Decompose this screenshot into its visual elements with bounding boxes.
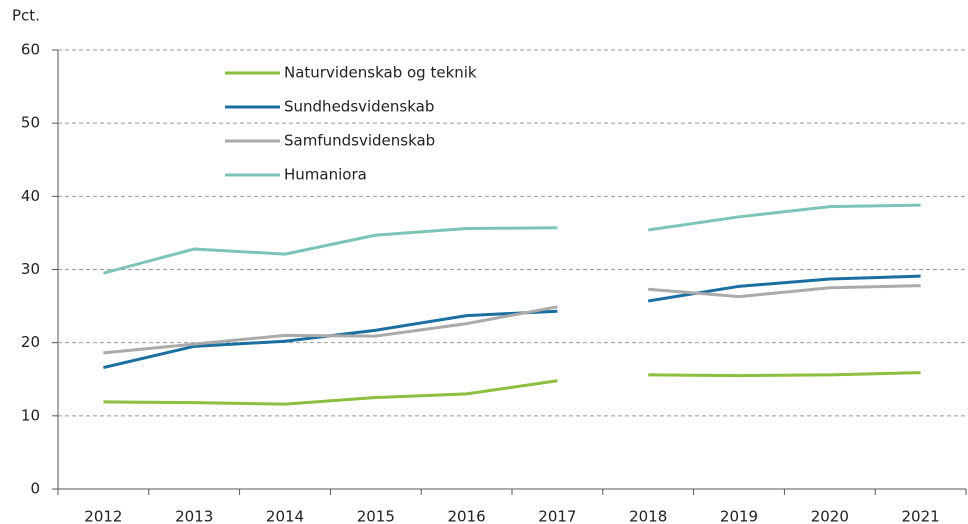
x-tick-label: 2012 [84, 508, 122, 524]
legend-label: Naturvidenskab og teknik [284, 64, 477, 82]
series-line [647, 274, 921, 303]
legend-label: Samfundsvidenskab [284, 132, 435, 150]
x-tick-label: 2017 [538, 508, 576, 524]
x-tick-label: 2020 [811, 508, 849, 524]
series-line [103, 226, 558, 275]
y-tick-label: 0 [30, 480, 40, 498]
series-line [103, 379, 558, 406]
x-tick-label: 2021 [902, 508, 940, 524]
series-line [647, 203, 921, 232]
x-tick-label: 2013 [175, 508, 213, 524]
x-tick-label: 2019 [720, 508, 758, 524]
series-line [648, 284, 921, 299]
legend-label: Humaniora [284, 166, 367, 184]
y-tick-label: 20 [21, 333, 40, 351]
x-tick-label: 2018 [629, 508, 667, 524]
x-tick-label: 2015 [357, 508, 395, 524]
series-line [103, 305, 558, 355]
y-tick-label: 10 [21, 406, 40, 424]
y-tick-label: 30 [21, 260, 40, 278]
y-tick-label: 40 [21, 187, 40, 205]
y-tick-label: 50 [21, 114, 40, 132]
series-line [648, 371, 921, 378]
x-tick-label: 2014 [266, 508, 304, 524]
legend-label: Sundhedsvidenskab [284, 98, 434, 116]
x-tick-label: 2016 [448, 508, 486, 524]
y-axis-label: Pct. [12, 7, 40, 25]
y-tick-label: 60 [21, 41, 40, 59]
